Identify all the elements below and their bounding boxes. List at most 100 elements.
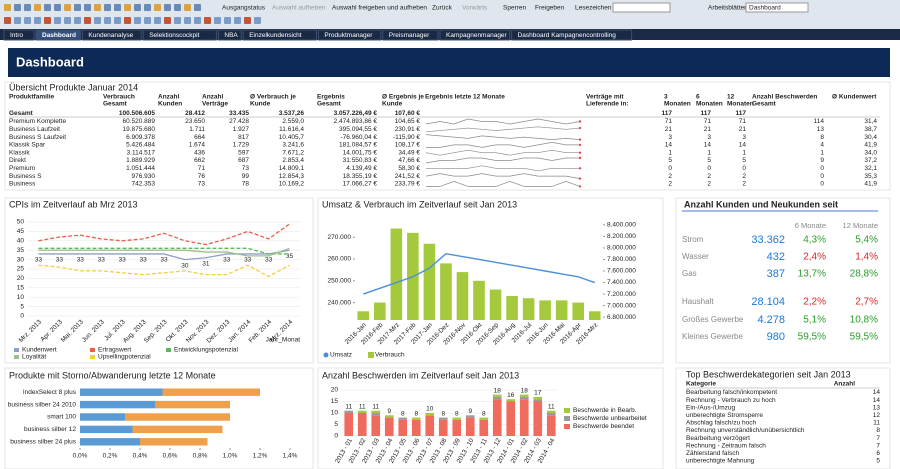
- series-line: [38, 247, 290, 257]
- toolbar-icon[interactable]: [224, 17, 231, 24]
- tab[interactable]: [142, 29, 217, 41]
- toolbar-icon[interactable]: [24, 4, 31, 11]
- toolbar-icon[interactable]: [154, 17, 161, 24]
- table-cell: 5: [742, 157, 746, 164]
- toolbar-icon[interactable]: [94, 17, 101, 24]
- toolbar-icon[interactable]: [134, 4, 141, 11]
- toolbar-icon[interactable]: [74, 4, 81, 11]
- table-cell: 21: [665, 126, 673, 133]
- table-cell: 1: [820, 149, 824, 156]
- toolbar-icon[interactable]: [114, 4, 121, 11]
- toolbar-icon[interactable]: [144, 4, 151, 11]
- y-tick-label: 40: [17, 238, 25, 245]
- toolbar-icon[interactable]: [74, 17, 81, 24]
- toolbar-icon[interactable]: [114, 17, 121, 24]
- toolbar-icon[interactable]: [124, 17, 131, 24]
- tab-label[interactable]: Produktmanager: [324, 32, 373, 39]
- toolbar-icon[interactable]: [34, 17, 41, 24]
- toolbar-icon[interactable]: [184, 17, 191, 24]
- tab[interactable]: [242, 29, 317, 41]
- tab[interactable]: [317, 29, 382, 41]
- sparkline: [425, 149, 580, 156]
- tab-label[interactable]: Intro: [10, 32, 23, 39]
- toolbar-icon[interactable]: [174, 17, 181, 24]
- table-cell: 1.889.929: [126, 157, 155, 164]
- total-label: 8: [414, 410, 418, 417]
- toolbar-icon[interactable]: [54, 17, 61, 24]
- tab[interactable]: [217, 29, 242, 41]
- data-label: 33: [98, 257, 106, 264]
- sheet-value[interactable]: Dashboard: [749, 5, 781, 12]
- toolbar-button[interactable]: Ausgangstatus: [222, 5, 266, 12]
- toolbar-icon[interactable]: [44, 17, 51, 24]
- tab-label[interactable]: NBA: [224, 32, 238, 39]
- bookmark-dropdown[interactable]: [612, 2, 671, 13]
- toolbar-icon[interactable]: [164, 17, 171, 24]
- toolbar-button[interactable]: Auswahl aufheben: [272, 5, 326, 12]
- bookmark-label[interactable]: Lesezeichen: [575, 5, 612, 12]
- tab-label[interactable]: Preismanager: [389, 32, 430, 39]
- table-cell: 99: [242, 173, 250, 180]
- toolbar-icon[interactable]: [44, 4, 51, 11]
- table-cell: 181.084,57 €: [339, 142, 377, 149]
- toolbar-icon[interactable]: [24, 17, 31, 24]
- tab-label[interactable]: Dashboard Kampagnencontrolling: [518, 32, 617, 39]
- toolbar-icon[interactable]: [184, 4, 191, 11]
- toolbar-button[interactable]: Auswahl freigeben und aufheben: [332, 5, 427, 12]
- toolbar-icon[interactable]: [174, 4, 181, 11]
- toolbar-icon[interactable]: [84, 4, 91, 11]
- bar: [546, 410, 556, 413]
- tab[interactable]: [439, 29, 511, 41]
- table-cell: Gesamt: [9, 110, 34, 117]
- toolbar-icon[interactable]: [104, 17, 111, 24]
- tab-label[interactable]: Dashboard: [42, 32, 76, 39]
- toolbar-icon[interactable]: [94, 4, 101, 11]
- tab[interactable]: [81, 29, 142, 41]
- sparkline-end: [578, 138, 582, 141]
- toolbar-icon[interactable]: [64, 17, 71, 24]
- toolbar-icon[interactable]: [164, 4, 171, 11]
- sheet-dropdown[interactable]: [745, 2, 809, 13]
- column-header: Anzahl: [202, 94, 224, 101]
- total-label: 11: [359, 403, 366, 410]
- bar: [357, 410, 367, 413]
- toolbar-button[interactable]: Sperren: [503, 5, 527, 12]
- toolbar-icon[interactable]: [154, 4, 161, 11]
- toolbar-icon[interactable]: [204, 17, 211, 24]
- toolbar-icon[interactable]: [134, 17, 141, 24]
- legend-swatch: [368, 352, 374, 358]
- tab-label[interactable]: Selektionscockpit: [149, 32, 199, 39]
- tab-label[interactable]: Kundenanalyse: [88, 32, 133, 39]
- tab[interactable]: [511, 29, 633, 41]
- toolbar-button[interactable]: Freigeben: [535, 5, 565, 12]
- table-cell: 241,52 €: [395, 173, 421, 180]
- toolbar-button[interactable]: Zurück: [432, 5, 453, 12]
- toolbar-icon[interactable]: [254, 17, 261, 24]
- tab[interactable]: [35, 29, 81, 41]
- toolbar-button[interactable]: Vorwärts: [462, 5, 488, 12]
- toolbar-icon[interactable]: [194, 17, 201, 24]
- bar: [456, 272, 469, 320]
- toolbar-icon[interactable]: [14, 4, 21, 11]
- toolbar-icon[interactable]: [214, 17, 221, 24]
- tab-label[interactable]: Kampagnenmanager: [446, 32, 508, 39]
- toolbar-icon[interactable]: [64, 4, 71, 11]
- table-cell: 0: [707, 165, 711, 172]
- toolbar-icon[interactable]: [244, 17, 251, 24]
- tab[interactable]: [382, 29, 439, 41]
- toolbar-icon[interactable]: [4, 17, 11, 24]
- y-tick-label: 25: [17, 266, 25, 273]
- toolbar-icon[interactable]: [34, 4, 41, 11]
- toolbar-icon[interactable]: [104, 4, 111, 11]
- toolbar-icon[interactable]: [124, 4, 131, 11]
- toolbar-icon[interactable]: [4, 4, 11, 11]
- toolbar-icon[interactable]: [144, 17, 151, 24]
- toolbar-icon[interactable]: [234, 17, 241, 24]
- toolbar-icon[interactable]: [54, 4, 61, 11]
- toolbar-icon[interactable]: [194, 4, 201, 11]
- toolbar-icon[interactable]: [84, 17, 91, 24]
- toolbar-icon[interactable]: [14, 17, 21, 24]
- tab-label[interactable]: Einzelkundensicht: [249, 32, 302, 39]
- tab[interactable]: [3, 29, 35, 41]
